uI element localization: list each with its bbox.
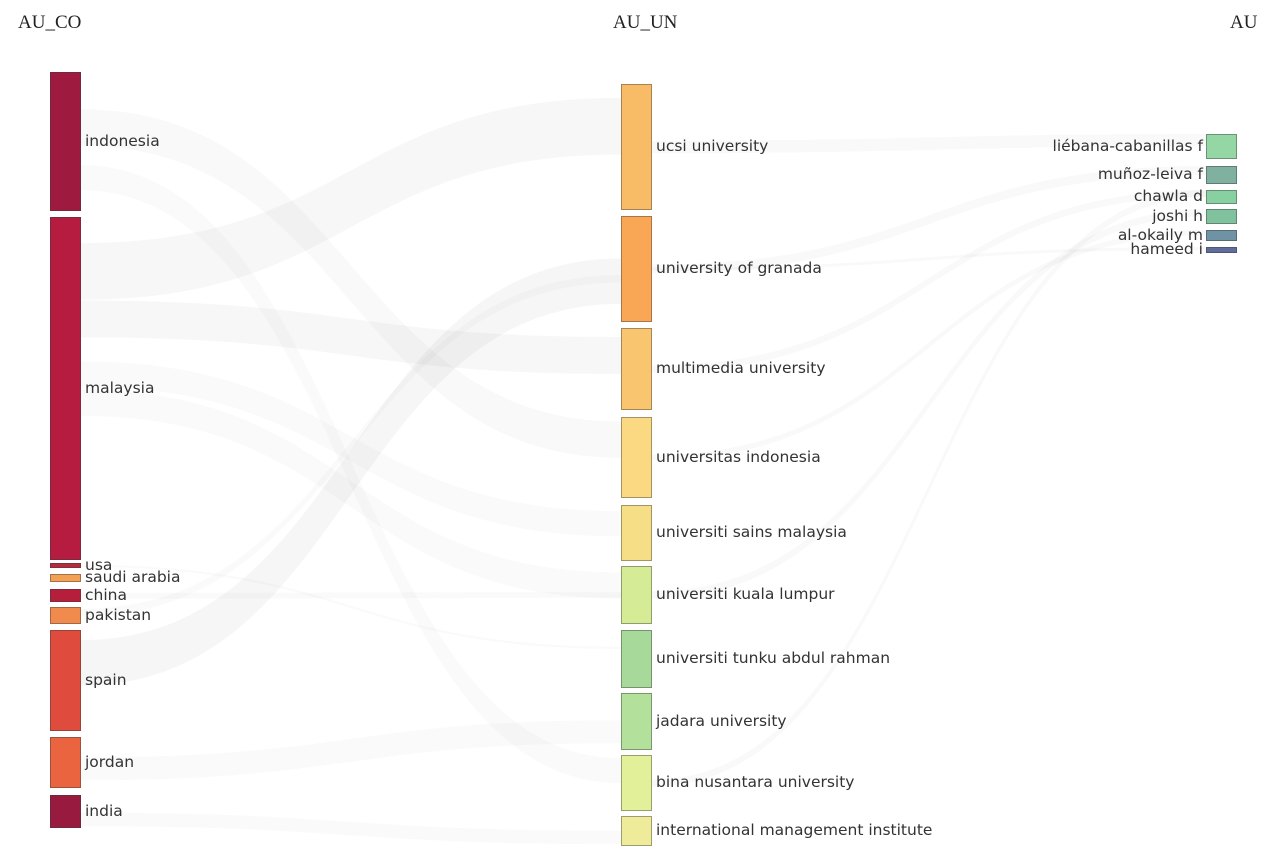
sankey-node-label: universiti sains malaysia <box>656 523 847 541</box>
sankey-node[interactable] <box>1206 134 1237 159</box>
sankey-node[interactable] <box>50 217 81 560</box>
sankey-node[interactable] <box>621 630 652 688</box>
sankey-node[interactable] <box>50 795 81 828</box>
sankey-node-label: multimedia university <box>656 359 826 377</box>
sankey-node[interactable] <box>621 84 652 210</box>
sankey-node[interactable] <box>621 216 652 322</box>
sankey-node-label: hameed i <box>1130 240 1203 258</box>
column-title-au-co: AU_CO <box>18 12 82 33</box>
sankey-node[interactable] <box>1206 247 1237 253</box>
sankey-node-label: universiti tunku abdul rahman <box>656 649 891 667</box>
sankey-node-label: saudi arabia <box>85 568 181 586</box>
sankey-node-label: al-okaily m <box>1117 225 1203 244</box>
sankey-node[interactable] <box>50 737 81 788</box>
sankey-node[interactable] <box>50 630 81 731</box>
sankey-link <box>81 813 621 845</box>
sankey-node-label: malaysia <box>85 378 155 397</box>
sankey-node[interactable] <box>621 328 652 410</box>
sankey-node-label: chawla d <box>1133 187 1203 205</box>
sankey-node[interactable] <box>50 72 81 211</box>
sankey-node-label: muñoz-leiva f <box>1097 165 1203 183</box>
sankey-node[interactable] <box>621 505 652 561</box>
sankey-node[interactable] <box>621 417 652 498</box>
sankey-node-label: liébana-cabanillas f <box>1052 136 1203 155</box>
sankey-node[interactable] <box>1206 209 1237 224</box>
sankey-node[interactable] <box>1206 230 1237 241</box>
sankey-node-label: jadara university <box>656 711 787 730</box>
sankey-node[interactable] <box>1206 166 1237 184</box>
sankey-node[interactable] <box>621 755 652 811</box>
sankey-node-label: bina nusantara university <box>656 773 855 791</box>
sankey-node-label: jordan <box>85 752 135 771</box>
sankey-node-label: pakistan <box>85 605 152 624</box>
sankey-node-label: joshi h <box>1152 206 1203 225</box>
sankey-node[interactable] <box>1206 190 1237 204</box>
sankey-node-label: spain <box>85 670 127 689</box>
sankey-node[interactable] <box>50 574 81 582</box>
column-title-au: AU <box>1230 12 1258 33</box>
sankey-node[interactable] <box>621 816 652 846</box>
sankey-node[interactable] <box>621 693 652 750</box>
sankey-node-label: universitas indonesia <box>656 447 821 466</box>
sankey-node-label: usa <box>85 555 113 574</box>
sankey-node[interactable] <box>50 589 81 602</box>
sankey-node-label: india <box>85 801 123 820</box>
sankey-node[interactable] <box>621 566 652 624</box>
column-title-au-un: AU_UN <box>613 12 678 33</box>
sankey-node-label: china <box>85 585 127 604</box>
sankey-node[interactable] <box>50 607 81 624</box>
sankey-node-label: university of granada <box>656 259 822 277</box>
sankey-node-label: ucsi university <box>656 137 769 155</box>
sankey-node-label: universiti kuala lumpur <box>656 585 835 603</box>
sankey-node-label: international management institute <box>656 821 933 839</box>
sankey-node[interactable] <box>50 563 81 568</box>
sankey-node-label: indonesia <box>85 131 160 150</box>
